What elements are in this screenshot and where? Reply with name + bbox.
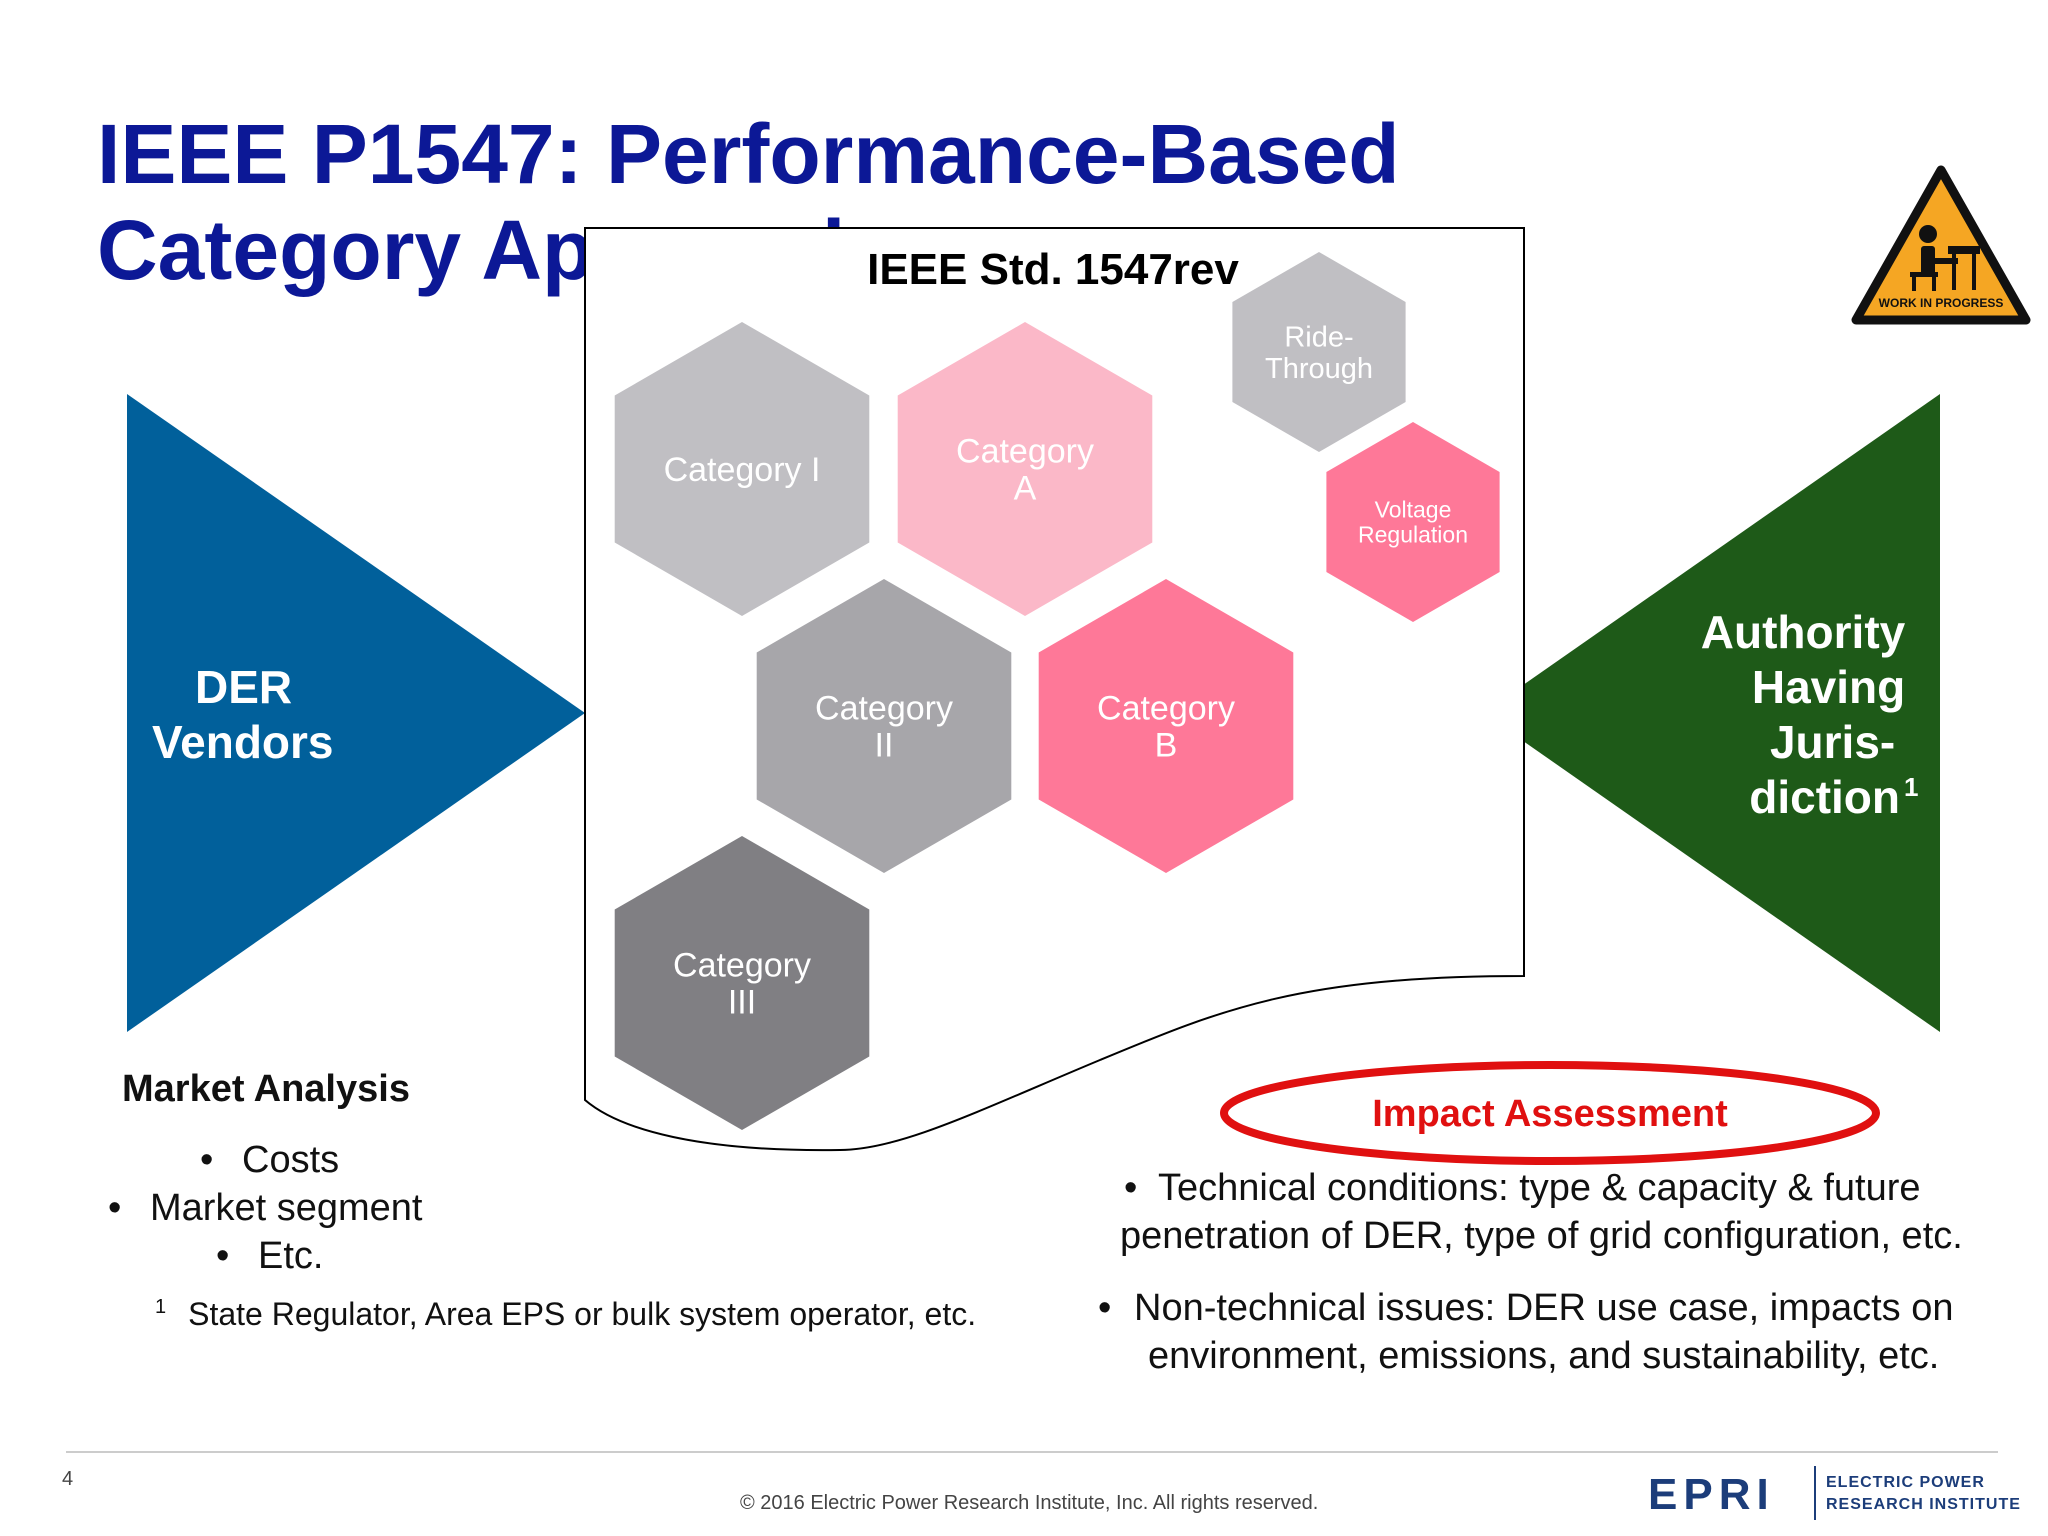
hexagon-ride: Ride-Through: [1232, 252, 1406, 452]
footnote: 1 State Regulator, Area EPS or bulk syste…: [155, 1296, 976, 1333]
market-analysis-heading: Market Analysis: [122, 1068, 410, 1110]
footnote-text: State Regulator, Area EPS or bulk system…: [188, 1296, 977, 1332]
hexagon-cat2: Category II: [756, 579, 1012, 873]
hexagon-shape: [1038, 579, 1294, 873]
org-name: ELECTRIC POWER RESEARCH INSTITUTE: [1826, 1474, 2021, 1513]
market-analysis-list: • Costs • Market segment • Etc.: [100, 1136, 500, 1280]
work-in-progress-badge: WORK IN PROGRESS: [1848, 162, 2034, 332]
hexagon-label: Category III: [673, 947, 811, 1022]
impact-ellipse: [1220, 1061, 1880, 1165]
hexagon-label: Voltage Regulation: [1358, 497, 1468, 548]
hexagon-cat3: Category III: [614, 836, 870, 1130]
impact-assessment-heading: Impact Assessment: [1372, 1093, 1728, 1135]
authority-label: Authority Having Juris- diction: [1701, 606, 1918, 823]
hexagon-shape: [756, 579, 1012, 873]
hexagon-catB: Category B: [1038, 579, 1294, 873]
authority-triangle: [1483, 394, 1940, 1032]
hexagon-label: Ride-Through: [1265, 322, 1373, 385]
hexagon-shape: [1232, 252, 1406, 452]
hexagon-catA: Category A: [897, 322, 1153, 616]
standard-title: IEEE Std. 1547rev: [867, 245, 1239, 294]
der-vendors-label: DER Vendors: [152, 661, 334, 768]
work-in-progress-label: WORK IN PROGRESS: [1878, 296, 2004, 310]
list-item: • Market segment: [108, 1187, 423, 1229]
hexagon-shape: [614, 836, 870, 1130]
copyright: © 2016 Electric Power Research Institute…: [740, 1492, 1319, 1514]
page-number: 4: [62, 1468, 74, 1490]
impact-item-technical: • Technical conditions: type & capacity &…: [1120, 1167, 1963, 1257]
impact-item-nontechnical: • Non-technical issues: DER use case, imp…: [1098, 1287, 1954, 1377]
footnote-marker: 1: [155, 1296, 167, 1318]
hexagon-label: Category A: [956, 433, 1094, 508]
hexagon-label: Category I: [664, 451, 821, 489]
hexagon-shape: [614, 322, 870, 616]
list-item: • Costs: [200, 1139, 340, 1181]
der-vendors-triangle: [127, 394, 585, 1032]
authority-footnote-marker: 1: [1904, 772, 1918, 802]
hexagon-shape: [1326, 422, 1500, 622]
hexagon-volt: Voltage Regulation: [1326, 422, 1500, 622]
list-item: • Etc.: [216, 1235, 324, 1277]
epri-logo: EPRI: [1648, 1470, 1775, 1519]
hexagon-shape: [897, 322, 1153, 616]
hexagon-label: Category B: [1097, 690, 1235, 765]
hexagon-label: Category II: [815, 690, 953, 765]
hexagon-cat1: Category I: [614, 322, 870, 616]
construction-worker-icon: [1851, 165, 2031, 325]
